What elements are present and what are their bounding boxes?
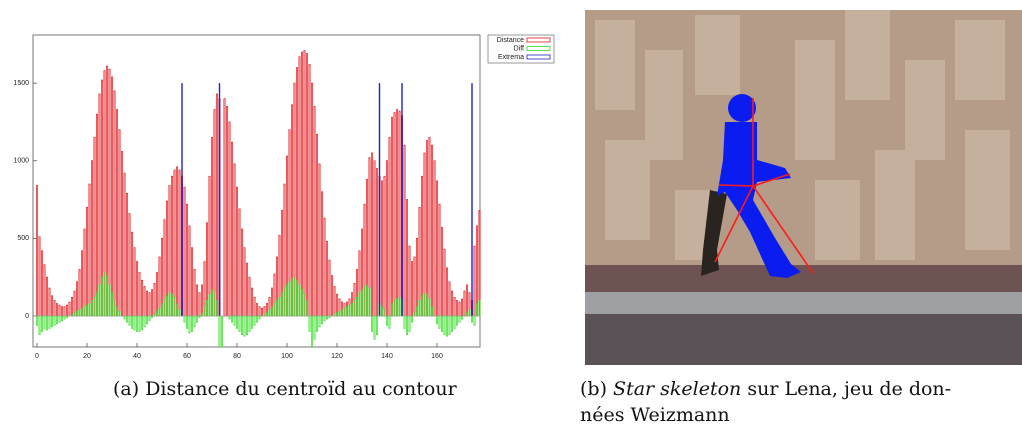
legend-swatch — [526, 37, 551, 43]
legend-swatch — [526, 54, 551, 60]
silhouette — [717, 94, 801, 278]
caption-b: (b) Star skeleton sur Lena, jeu de don- — [580, 378, 951, 400]
caption-a: (a) Distance du centroïd au contour — [113, 378, 457, 400]
x-tick-label: 160 — [431, 353, 443, 360]
y-tick-label: 500 — [17, 235, 29, 242]
x-tick-label: 120 — [331, 353, 343, 360]
x-tick-label: 140 — [381, 353, 393, 360]
legend-label: Diff — [514, 45, 524, 52]
y-tick-label: 1500 — [13, 80, 29, 87]
curb — [585, 292, 1022, 314]
caption-b-line2: nées Weizmann — [580, 404, 730, 426]
caption-italic: Star skeleton — [613, 378, 742, 400]
legend-label: Extrema — [498, 54, 524, 61]
x-tick-label: 0 — [35, 353, 39, 360]
sidewalk — [585, 265, 1022, 295]
x-tick-label: 20 — [83, 353, 91, 360]
legend-box — [487, 34, 555, 64]
road — [585, 314, 1022, 365]
photo — [585, 10, 1022, 365]
x-tick-label: 100 — [281, 353, 293, 360]
x-tick-label: 60 — [183, 353, 191, 360]
x-tick-label: 80 — [233, 353, 241, 360]
y-tick-label: 0 — [25, 313, 29, 320]
back-leg — [701, 190, 727, 276]
legend-label: Distance — [497, 37, 524, 44]
x-tick-label: 40 — [133, 353, 141, 360]
caption-label: (b) — [580, 378, 607, 400]
skeleton — [714, 98, 814, 274]
chart: 0 500 1000 1500 0 20 40 60 80 100 120 140 160 Distanc… — [13, 34, 555, 360]
caption-text: sur Lena, jeu de don- — [747, 378, 952, 400]
y-tick-label: 1000 — [13, 158, 29, 165]
legend-swatch — [526, 46, 551, 51]
